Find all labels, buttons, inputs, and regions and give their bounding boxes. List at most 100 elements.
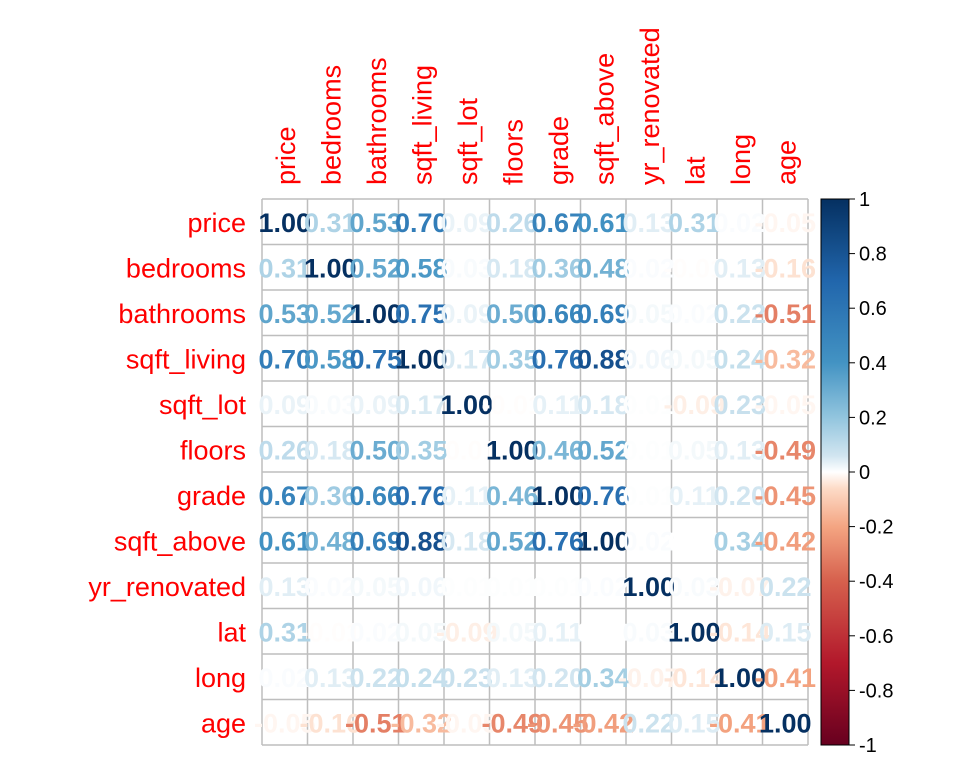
- row-label: long: [195, 663, 246, 693]
- colorbar-tick-label: -0.6: [859, 626, 893, 648]
- cell-value: 0.20: [713, 481, 766, 511]
- cell-value: 0.31: [668, 208, 721, 238]
- cell-value: 0.24: [395, 663, 448, 693]
- cell-value: -0.32: [754, 344, 816, 374]
- cell-value: 0.31: [258, 617, 311, 647]
- cell-value: 0.15: [668, 708, 721, 738]
- cell-value: -0.45: [527, 708, 589, 738]
- cell-value: 0.17: [395, 390, 448, 420]
- cell-value: 0.03: [622, 617, 675, 647]
- cell-value: 0.05: [395, 617, 448, 647]
- cell-value: -0.05: [254, 708, 316, 738]
- cell-value: -0.32: [390, 708, 452, 738]
- cell-value: -0.01: [481, 390, 543, 420]
- cell-value: -0.14: [709, 617, 771, 647]
- column-label: floors: [498, 119, 528, 185]
- cell-value: 0.11: [669, 481, 720, 511]
- cell-value: 0.13: [486, 663, 539, 693]
- cell-value: 0.52: [304, 299, 357, 329]
- colorbar-tick-label: 0.4: [859, 353, 887, 375]
- cell-value: 0.09: [440, 299, 493, 329]
- cell-value: 0.22: [759, 572, 812, 602]
- cell-value: 0.18: [304, 435, 357, 465]
- cell-value: 0.05: [668, 435, 721, 465]
- cell-value: 0.05: [668, 344, 721, 374]
- cell-value: 0.22: [349, 663, 402, 693]
- cell-value: 0.01: [622, 435, 675, 465]
- cell-value: 0.11: [532, 617, 583, 647]
- cell-value: 1.00: [622, 572, 675, 602]
- row-label: sqft_living: [126, 344, 246, 374]
- cell-value: 0.76: [395, 481, 448, 511]
- cell-value: 0.76: [531, 526, 584, 556]
- cell-value: 0.11: [532, 390, 583, 420]
- cell-value: 0.35: [486, 344, 539, 374]
- cell-value: -0.05: [436, 708, 498, 738]
- cell-value: 0.02: [258, 663, 311, 693]
- cell-value: -0.07: [618, 663, 680, 693]
- cell-value: 0.70: [258, 344, 311, 374]
- cell-value: 0.26: [258, 435, 311, 465]
- cell-value: 0.18: [486, 253, 539, 283]
- colorbar-tick-label: 0.8: [859, 244, 887, 266]
- row-label: age: [201, 708, 246, 738]
- cell-value: -0.41: [709, 708, 771, 738]
- cell-value: 0.31: [304, 208, 357, 238]
- cell-value: 0.34: [713, 526, 766, 556]
- column-label: sqft_lot: [453, 97, 483, 185]
- column-labels: price bedrooms bathrooms sqft_living sqft_lo…: [271, 27, 802, 185]
- cell-value: 0.13: [258, 572, 311, 602]
- cell-value: 1.00: [668, 617, 721, 647]
- cell-value: 0.02: [577, 572, 630, 602]
- cell-value: 0.88: [395, 526, 448, 556]
- cell-value: 0.88: [577, 344, 630, 374]
- cell-value: 0.06: [622, 344, 675, 374]
- cell-value: 0.02: [622, 526, 675, 556]
- column-label: lat: [680, 156, 710, 185]
- cell-value: 0.50: [486, 299, 539, 329]
- cell-value: 0.09: [258, 390, 311, 420]
- cell-value: 0.23: [440, 663, 493, 693]
- cell-value: 0.69: [349, 526, 402, 556]
- row-label: grade: [177, 481, 246, 511]
- colorbar-gradient: [820, 198, 850, 746]
- cell-value: -0.01: [436, 435, 498, 465]
- colorbar-tick-label: -0.8: [859, 680, 893, 702]
- cell-value: 0.20: [531, 663, 584, 693]
- cell-value: 0.02: [622, 253, 675, 283]
- row-label: floors: [180, 435, 246, 465]
- cell-value: 0.52: [577, 435, 630, 465]
- cell-value: 0.52: [349, 253, 402, 283]
- cell-value: 0.34: [577, 663, 630, 693]
- cell-value: 0.15: [759, 617, 812, 647]
- cell-value: 0.35: [395, 435, 448, 465]
- cell-value: 1.00: [304, 253, 357, 283]
- cell-value: 0.03: [304, 390, 357, 420]
- cell-value: -0.51: [345, 708, 407, 738]
- cell-value: 0.48: [304, 526, 357, 556]
- cell-value: 1.00: [577, 526, 630, 556]
- colorbar-tick-label: -0.2: [859, 517, 893, 539]
- cell-value: 0.00: [668, 526, 721, 556]
- cell-value: 0.76: [531, 344, 584, 374]
- cell-value: -0.49: [754, 435, 816, 465]
- cell-value: 0.61: [577, 208, 630, 238]
- cell-value: 0.01: [486, 572, 539, 602]
- colorbar-tick-label: 0.6: [859, 298, 887, 320]
- matrix-values: 1.000.310.530.700.090.260.670.610.130.31…: [254, 208, 816, 739]
- cell-value: 0.61: [258, 526, 311, 556]
- column-label: yr_renovated: [635, 27, 665, 185]
- colorbar-tick-label: 0: [859, 462, 870, 484]
- colorbar-tick-label: -1: [859, 735, 877, 757]
- cell-value: 0.13: [622, 208, 675, 238]
- cell-value: 0.23: [713, 390, 766, 420]
- cell-value: 0.02: [349, 617, 402, 647]
- cell-value: 0.02: [713, 208, 766, 238]
- cell-value: 1.00: [258, 208, 311, 238]
- cell-value: 1.00: [713, 663, 766, 693]
- column-label: bedrooms: [316, 65, 346, 185]
- cell-value: 0.53: [258, 299, 311, 329]
- cell-value: 0.75: [395, 299, 448, 329]
- cell-value: 0.24: [713, 344, 766, 374]
- cell-value: 0.69: [577, 299, 630, 329]
